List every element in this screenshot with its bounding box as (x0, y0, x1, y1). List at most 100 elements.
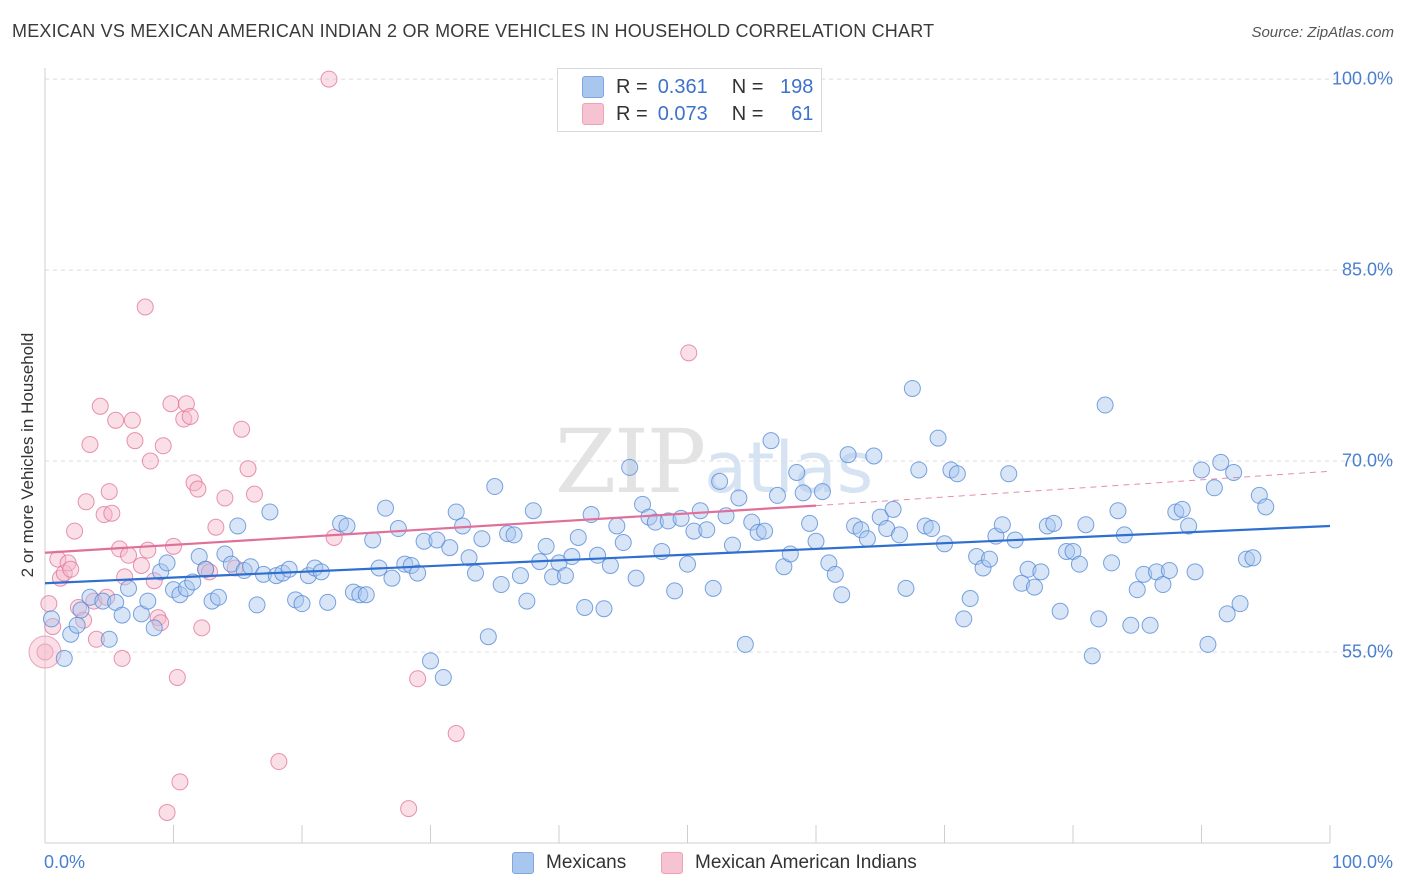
legend-item-mexicans: Mexicans (512, 852, 626, 874)
data-point (207, 518, 225, 536)
data-point (788, 464, 806, 482)
data-point (1000, 465, 1018, 483)
data-point (261, 503, 279, 521)
data-point (1193, 461, 1210, 479)
data-point (1025, 578, 1043, 596)
data-point (556, 567, 574, 585)
data-point (177, 579, 195, 597)
data-point (168, 668, 186, 686)
data-point (126, 432, 144, 450)
data-point (621, 458, 639, 476)
data-point (1141, 616, 1159, 634)
data-point (1103, 554, 1121, 572)
data-point (434, 668, 452, 686)
y-axis-title: 2 or more Vehicles in Household (18, 332, 37, 578)
data-point (189, 480, 207, 498)
data-point (68, 616, 86, 634)
data-point (42, 610, 60, 628)
data-point (756, 522, 774, 540)
data-point (77, 493, 95, 511)
data-point (1160, 562, 1178, 580)
data-point (813, 483, 831, 501)
trend-lines (44, 470, 1331, 585)
data-point (1032, 563, 1050, 581)
data-point (162, 395, 180, 413)
data-point (351, 586, 369, 604)
data-point (1257, 498, 1275, 516)
data-point (839, 446, 857, 464)
data-point (441, 539, 459, 557)
data-point (1237, 550, 1255, 568)
data-point (270, 753, 288, 771)
data-point (1045, 514, 1063, 532)
data-point (320, 70, 338, 88)
series-mexicans (42, 379, 1275, 686)
data-point (280, 560, 298, 578)
data-point (711, 472, 729, 490)
data-point (685, 522, 703, 540)
data-point (680, 344, 698, 362)
x-tick-label-min: 0.0% (44, 852, 86, 872)
data-point (216, 489, 234, 507)
data-point (171, 586, 189, 604)
data-point (55, 649, 73, 667)
data-point (132, 556, 150, 574)
data-point (1212, 453, 1230, 471)
data-point (666, 582, 684, 600)
data-point (1173, 500, 1191, 518)
data-point (807, 532, 825, 550)
x-tick-label-max: 100.0% (1331, 852, 1393, 872)
data-point (794, 484, 812, 502)
data-point (113, 606, 131, 624)
trend-line-mexicans (44, 524, 1331, 585)
data-point (100, 630, 118, 648)
data-point (409, 564, 427, 582)
data-point (858, 530, 876, 548)
data-point (646, 513, 664, 531)
data-point (486, 478, 504, 496)
data-point (743, 513, 761, 531)
legend-label: Mexican American Indians (695, 852, 917, 873)
data-point (62, 625, 80, 643)
legend-item-mexican-american-indians: Mexican American Indians (661, 852, 917, 874)
data-point (679, 555, 696, 573)
watermark-atlas: atlas (704, 427, 874, 509)
data-point (87, 630, 105, 648)
y-tick-label: 100.0% (1331, 68, 1393, 89)
data-point (691, 502, 709, 520)
data-point (72, 601, 90, 619)
watermark: ZIPatlas (555, 410, 873, 513)
r-value: 0.361 (657, 75, 708, 98)
data-point (1135, 565, 1153, 583)
data-point (518, 592, 536, 610)
trend-line-mexican-american-indians (44, 504, 817, 554)
data-point (447, 725, 465, 743)
data-point (377, 499, 395, 517)
data-point (505, 526, 523, 544)
data-point (415, 532, 433, 550)
data-point (601, 556, 619, 574)
data-point (62, 560, 80, 578)
data-point (980, 550, 998, 568)
data-point (1096, 396, 1114, 414)
data-point (338, 517, 356, 535)
data-point (1083, 647, 1101, 665)
data-point (149, 609, 167, 627)
data-point (139, 541, 157, 559)
r-label: R = (616, 102, 648, 125)
data-point (961, 590, 979, 608)
data-point (974, 559, 992, 577)
legend-label: Mexicans (546, 852, 627, 873)
data-point (103, 504, 121, 522)
data-point (293, 595, 311, 613)
data-point (184, 573, 202, 591)
data-point (891, 526, 909, 544)
data-point (910, 461, 928, 479)
data-point (1154, 576, 1172, 594)
data-point (704, 579, 722, 597)
data-point (627, 569, 645, 587)
data-point (852, 521, 870, 539)
data-point (659, 512, 677, 530)
data-point (736, 635, 754, 653)
